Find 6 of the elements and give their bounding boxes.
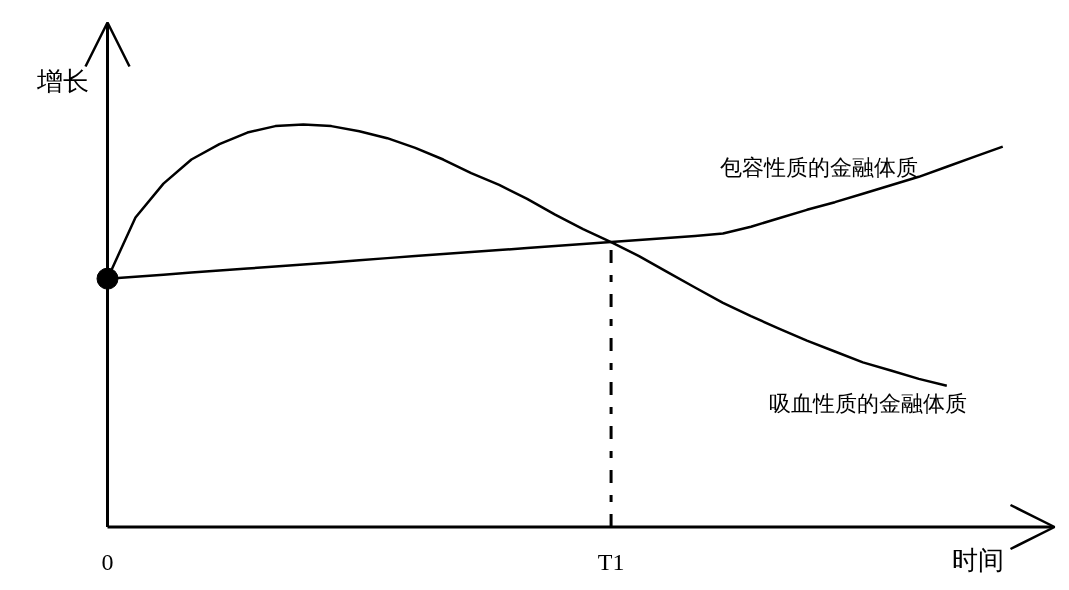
series-label: 吸血性质的金融体质 [768, 391, 967, 417]
x-tick-label: 0 [101, 549, 114, 575]
x-tick-label: T1 [597, 549, 625, 575]
y-axis-title: 增长 [35, 67, 89, 96]
series-label: 包容性质的金融体质 [719, 155, 918, 181]
x-axis-title: 时间 [951, 545, 1004, 575]
